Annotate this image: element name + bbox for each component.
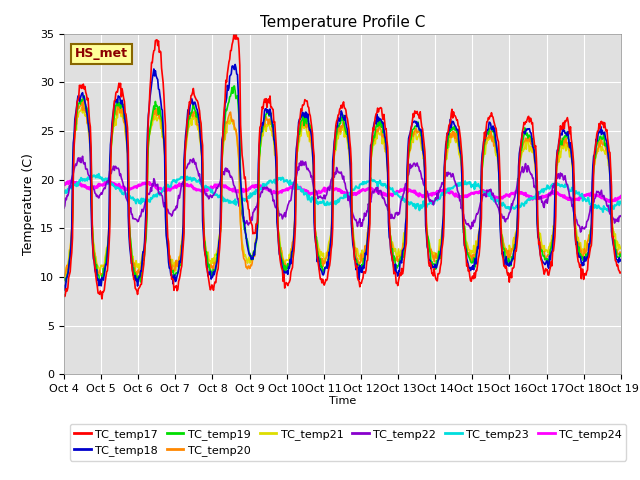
TC_temp23 [411,202,419,208]
TC_temp20 [70,138,78,144]
TC_temp19 [185,113,193,119]
Line: TC_temp23: TC_temp23 [64,174,621,212]
TC_temp19 [128,258,136,264]
TC_temp24 [128,185,136,191]
Line: TC_temp19: TC_temp19 [64,86,621,285]
TC_temp21 [428,248,435,254]
TC_temp24 [605,199,613,204]
TC_temp20 [128,255,136,261]
Line: TC_temp24: TC_temp24 [64,181,621,202]
TC_temp24 [214,182,222,188]
TC_temp20 [428,246,435,252]
TC_temp18 [128,261,136,266]
TC_temp20 [185,118,193,124]
TC_temp22 [79,154,86,159]
TC_temp21 [617,246,625,252]
TC_temp19 [428,259,436,264]
Title: Temperature Profile C: Temperature Profile C [260,15,425,30]
TC_temp20 [60,277,68,283]
TC_temp18 [71,117,79,122]
TC_temp19 [70,132,78,138]
TC_temp18 [214,250,222,255]
TC_temp19 [97,282,104,288]
TC_temp21 [70,142,78,148]
Y-axis label: Temperature (C): Temperature (C) [22,153,35,255]
TC_temp17 [70,145,78,151]
TC_temp22 [577,229,584,235]
TC_temp23 [70,182,78,188]
TC_temp18 [61,288,68,293]
TC_temp18 [60,283,68,288]
TC_temp17 [428,271,436,276]
Line: TC_temp21: TC_temp21 [64,107,621,278]
TC_temp21 [79,104,87,110]
TC_temp22 [128,211,136,217]
TC_temp21 [214,244,222,250]
TC_temp19 [60,277,68,283]
TC_temp17 [60,292,68,298]
TC_temp18 [412,120,419,126]
TC_temp23 [128,195,136,201]
TC_temp24 [60,180,68,186]
Line: TC_temp17: TC_temp17 [64,28,621,299]
TC_temp22 [185,160,193,166]
TC_temp24 [411,188,419,194]
TC_temp17 [230,25,238,31]
Text: HS_met: HS_met [75,48,128,60]
Legend: TC_temp17, TC_temp18, TC_temp19, TC_temp20, TC_temp21, TC_temp22, TC_temp23, TC_: TC_temp17, TC_temp18, TC_temp19, TC_temp… [70,424,627,460]
TC_temp23 [60,190,68,196]
TC_temp18 [185,112,193,118]
TC_temp18 [231,61,239,67]
TC_temp18 [428,262,436,268]
X-axis label: Time: Time [329,396,356,406]
TC_temp22 [60,205,68,211]
TC_temp20 [411,128,419,134]
TC_temp21 [60,276,68,281]
Line: TC_temp22: TC_temp22 [64,156,621,232]
TC_temp24 [185,183,193,189]
TC_temp22 [411,161,419,167]
TC_temp22 [617,213,625,219]
TC_temp24 [71,180,79,186]
TC_temp21 [185,124,193,130]
TC_temp17 [617,270,625,276]
TC_temp20 [617,251,625,256]
TC_temp17 [128,267,136,273]
TC_temp22 [214,183,222,189]
TC_temp24 [617,193,625,199]
TC_temp23 [617,200,625,205]
TC_temp20 [78,96,86,102]
TC_temp21 [411,131,419,137]
TC_temp23 [185,175,193,180]
TC_temp17 [98,296,106,302]
TC_temp24 [428,191,435,196]
TC_temp19 [214,255,222,261]
TC_temp23 [214,194,222,200]
TC_temp24 [67,178,74,184]
TC_temp18 [617,257,625,263]
Line: TC_temp18: TC_temp18 [64,64,621,290]
TC_temp17 [412,110,419,116]
TC_temp22 [428,198,435,204]
TC_temp22 [70,167,78,172]
TC_temp23 [428,200,435,205]
TC_temp19 [412,123,419,129]
TC_temp17 [214,266,222,272]
Line: TC_temp20: TC_temp20 [64,99,621,280]
TC_temp21 [128,255,136,261]
TC_temp23 [95,171,102,177]
TC_temp23 [599,209,607,215]
TC_temp19 [617,253,625,259]
TC_temp17 [185,105,193,110]
TC_temp20 [214,245,222,251]
TC_temp19 [230,83,238,89]
